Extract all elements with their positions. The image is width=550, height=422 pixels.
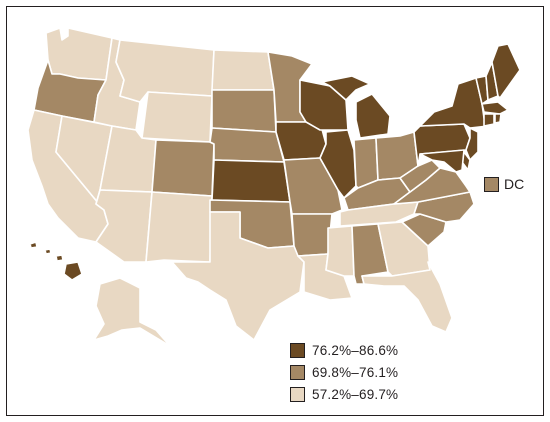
state-ak — [93, 277, 181, 353]
state-mi — [321, 75, 391, 139]
state-ct — [483, 113, 495, 127]
legend-swatch-low — [290, 386, 305, 402]
state-me — [491, 43, 521, 99]
state-ks — [211, 159, 291, 203]
state-ar — [291, 213, 333, 257]
state-nm — [145, 191, 213, 263]
state-ne — [209, 127, 285, 163]
legend-item-high: 76.2%–86.6% — [290, 340, 398, 360]
legend-item-low: 57.2%–69.7% — [290, 384, 398, 404]
legend-item-mid: 69.8%–76.1% — [290, 362, 398, 382]
dc-swatch — [484, 177, 499, 192]
state-co — [151, 139, 215, 197]
state-sd — [211, 89, 277, 133]
dc-label: DC — [504, 176, 525, 192]
state-in — [353, 137, 379, 189]
state-ri — [494, 113, 502, 124]
state-sc — [401, 213, 447, 247]
legend-label-low: 57.2%–69.7% — [312, 386, 399, 402]
state-md — [419, 149, 465, 173]
legend-label-mid: 69.8%–76.1% — [312, 364, 399, 380]
legend: 76.2%–86.6% 69.8%–76.1% 57.2%–69.7% — [290, 340, 398, 406]
state-nd — [211, 49, 275, 91]
legend-swatch-high — [290, 342, 305, 358]
state-wy — [141, 91, 213, 143]
state-hi — [29, 241, 83, 281]
legend-swatch-mid — [290, 364, 305, 380]
state-tx — [171, 211, 305, 341]
state-ma — [481, 101, 509, 115]
state-fl — [361, 261, 453, 333]
legend-label-high: 76.2%–86.6% — [312, 342, 399, 358]
state-ms — [325, 225, 355, 277]
state-wa — [45, 27, 113, 81]
